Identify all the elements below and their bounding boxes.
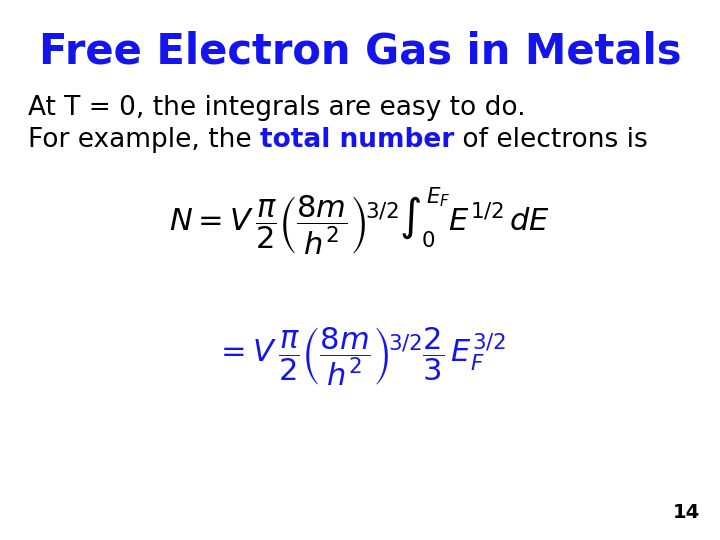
Text: total number: total number <box>260 127 454 153</box>
Text: Free Electron Gas in Metals: Free Electron Gas in Metals <box>39 30 681 72</box>
Text: of electrons is: of electrons is <box>454 127 648 153</box>
Text: $N = V\,\dfrac{\pi}{2}\left(\dfrac{8m}{h^2}\right)^{\!3/2}\int_0^{E_F} E^{1/2}\,: $N = V\,\dfrac{\pi}{2}\left(\dfrac{8m}{h… <box>169 185 551 256</box>
Text: At T = 0, the integrals are easy to do.: At T = 0, the integrals are easy to do. <box>28 95 526 121</box>
Text: $= V\,\dfrac{\pi}{2}\left(\dfrac{8m}{h^2}\right)^{\!3/2}\dfrac{2}{3}\,E_F^{3/2}$: $= V\,\dfrac{\pi}{2}\left(\dfrac{8m}{h^2… <box>215 325 505 388</box>
Text: 14: 14 <box>672 503 700 522</box>
Text: For example, the: For example, the <box>28 127 260 153</box>
